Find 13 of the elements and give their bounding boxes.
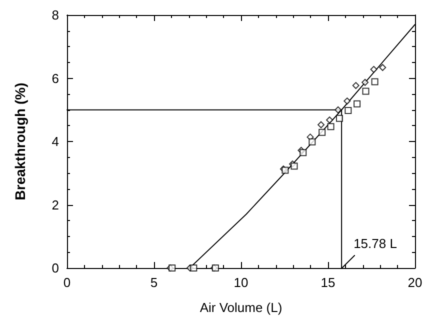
- x-tick-label: 20: [408, 275, 422, 290]
- x-tick-label: 15: [320, 275, 336, 290]
- y-axis-title: Breakthrough (%): [12, 82, 28, 200]
- x-axis-title: Air Volume (L): [200, 300, 282, 315]
- y-tick-label: 0: [52, 260, 59, 276]
- y-tick-label: 4: [52, 134, 59, 149]
- x-tick-label: 10: [234, 275, 248, 290]
- x-tick-label: 5: [150, 275, 158, 290]
- y-tick-label: 6: [52, 70, 59, 86]
- x-tick-label: 0: [63, 275, 71, 290]
- y-tick-label: 2: [52, 197, 59, 212]
- annotation: 15.78 L: [354, 236, 397, 251]
- y-tick-label: 8: [52, 8, 59, 22]
